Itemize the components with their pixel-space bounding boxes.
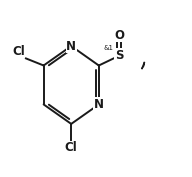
Text: Cl: Cl xyxy=(65,141,78,154)
Text: S: S xyxy=(115,49,123,62)
Text: N: N xyxy=(94,98,104,111)
Text: Cl: Cl xyxy=(12,45,25,58)
Text: O: O xyxy=(114,29,124,42)
Text: &1: &1 xyxy=(104,45,114,51)
Polygon shape xyxy=(142,62,145,69)
Text: N: N xyxy=(66,39,76,53)
